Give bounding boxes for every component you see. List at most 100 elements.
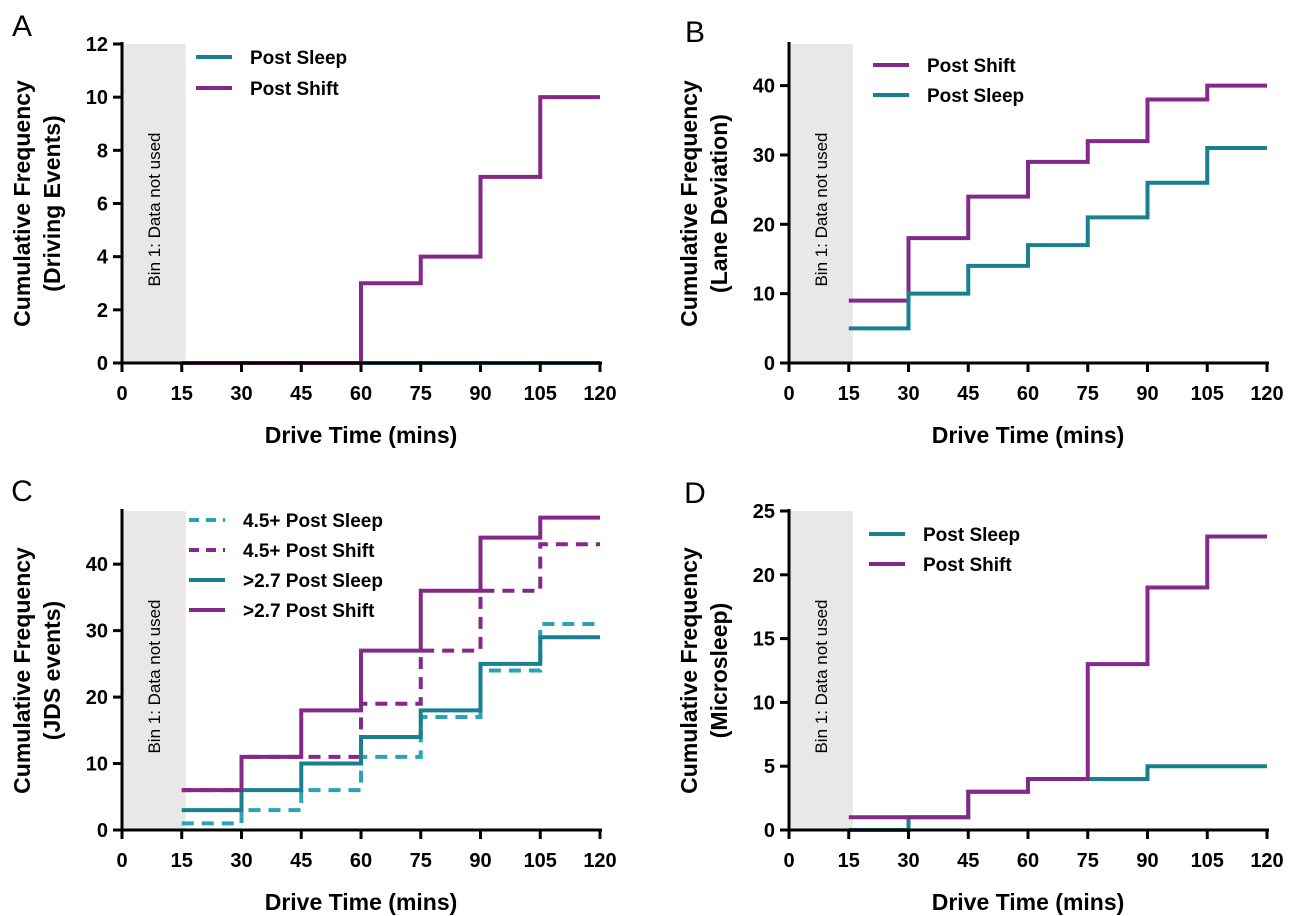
- panel-d-series-1-line: [848, 764, 1267, 832]
- panel-c: C Bin 1: Data not used 0 15 30 45 60 75 90 105 120…: [9, 475, 617, 915]
- panel-c-series-2-line: [181, 542, 600, 793]
- panel-d-x-tick-label: 75: [1077, 850, 1099, 872]
- panel-c-y-axis-title-line-2: (JDS events): [39, 601, 65, 740]
- panel-b-y-tick-label: 30: [753, 145, 775, 167]
- panel-b-x-tick-label: 75: [1077, 383, 1099, 405]
- panel-c-x-tick-label: 75: [410, 850, 432, 872]
- panel-c-y-axis-title-line-1: Cumulative Frequency: [9, 547, 35, 794]
- panel-c-y-tick-label: 40: [86, 554, 108, 576]
- panel-a-y-tick-label: 12: [86, 34, 108, 56]
- panel-c-series-1-line: [181, 621, 600, 826]
- panel-b-x-axis-title: Drive Time (mins): [932, 422, 1125, 448]
- panel-c-y-tick-label: 30: [86, 621, 108, 643]
- panel-b-x-tick-label: 45: [957, 383, 979, 405]
- panel-d-y-tick-label: 20: [753, 565, 775, 587]
- panel-c-legend-label: >2.7 Post Sleep: [243, 571, 383, 592]
- panel-c-x-tick-label: 30: [230, 850, 252, 872]
- panel-a-x-tick-label: 30: [230, 383, 252, 405]
- panel-d-x-tick-label: 60: [1017, 850, 1039, 872]
- panel-b-x-tick-label: 15: [838, 383, 860, 405]
- panel-c-series-4-line: [181, 515, 600, 793]
- panel-d-y-tick-label: 5: [764, 756, 775, 778]
- panel-d-x-tick-label: 0: [783, 850, 794, 872]
- panel-c-legend-label: 4.5+ Post Shift: [243, 541, 375, 562]
- panel-a-y-axis-title-line-1: Cumulative Frequency: [9, 80, 35, 327]
- panel-c-legend-label: 4.5+ Post Sleep: [243, 511, 383, 532]
- panel-c-unused-bin-shade: [122, 511, 186, 830]
- panel-b-x-tick-label: 90: [1136, 383, 1158, 405]
- panel-a-letter: A: [12, 10, 32, 43]
- panel-c-y-tick-label: 10: [86, 754, 108, 776]
- panel-d-x-tick-label: 120: [1250, 850, 1283, 872]
- panel-b-unused-bin-shade: [789, 44, 853, 363]
- panel-d-x-tick-label: 105: [1191, 850, 1224, 872]
- panel-b-y-tick-label: 10: [753, 284, 775, 306]
- panel-b-x-tick-label: 105: [1191, 383, 1224, 405]
- panel-b-unused-bin-label: Bin 1: Data not used: [812, 132, 831, 286]
- panel-a-x-tick-label: 120: [583, 383, 616, 405]
- panel-c-x-tick-label: 45: [290, 850, 312, 872]
- panel-c-y-tick-label: 20: [86, 687, 108, 709]
- panel-b-y-tick-label: 20: [753, 214, 775, 236]
- panel-a-x-tick-label: 45: [290, 383, 312, 405]
- panel-c-series-3-line: [181, 635, 600, 813]
- panel-b-y-tick-label: 40: [753, 76, 775, 98]
- panel-c-x-tick-label: 120: [583, 850, 616, 872]
- panel-a-legend: Post Sleep Post Shift: [196, 48, 347, 100]
- panel-a-x-tick-label: 15: [171, 383, 193, 405]
- panel-b-series-1-line: [848, 83, 1267, 303]
- panel-a-y-tick-label: 6: [97, 194, 108, 216]
- panel-a-x-tick-label: 105: [524, 383, 557, 405]
- panel-a-y-tick-label: 2: [97, 300, 108, 322]
- panel-d-y-tick-label: 0: [764, 820, 775, 842]
- panel-d-series-2-line: [848, 534, 1267, 820]
- panel-d-x-tick-label: 15: [838, 850, 860, 872]
- panel-a-x-axis-title: Drive Time (mins): [265, 422, 458, 448]
- panel-d-unused-bin-shade: [789, 511, 853, 830]
- panel-d-x-axis-title: Drive Time (mins): [932, 889, 1125, 915]
- panel-c-x-tick-label: 15: [171, 850, 193, 872]
- panel-d-legend-label: Post Sleep: [923, 525, 1020, 546]
- panel-d-y-tick-label: 15: [753, 629, 775, 651]
- panel-c-legend: 4.5+ Post Sleep 4.5+ Post Shift >2.7 Post …: [189, 511, 383, 622]
- panel-a-x-tick-label: 75: [410, 383, 432, 405]
- panel-b-x-tick-label: 30: [897, 383, 919, 405]
- panel-a-series-2-line: [181, 95, 600, 365]
- panel-d-y-axis-title-line-1: Cumulative Frequency: [676, 547, 702, 794]
- panel-d-y-tick-label: 10: [753, 692, 775, 714]
- panel-d-legend: Post Sleep Post Shift: [869, 525, 1020, 576]
- panel-d-y-tick-label: 25: [753, 501, 775, 523]
- panel-c-x-axis-title: Drive Time (mins): [265, 889, 458, 915]
- panel-a-x-tick-label: 90: [469, 383, 491, 405]
- panel-d-y-axis-title-line-2: (Microsleep): [706, 603, 732, 738]
- panel-a-y-tick-label: 0: [97, 353, 108, 375]
- panel-d-x-tick-label: 30: [897, 850, 919, 872]
- panel-b: B Bin 1: Data not used 0 15 30 45 60 75 90 105 120…: [676, 16, 1284, 448]
- panel-b-legend-label: Post Shift: [927, 56, 1016, 77]
- panel-a-unused-bin-shade: [122, 44, 186, 363]
- panel-b-y-tick-label: 0: [764, 353, 775, 375]
- panel-b-y-axis-title-line-1: Cumulative Frequency: [676, 80, 702, 327]
- panel-d-x-tick-label: 90: [1136, 850, 1158, 872]
- panel-a-legend-label: Post Sleep: [250, 48, 347, 69]
- panel-d-x-tick-label: 45: [957, 850, 979, 872]
- panel-d-legend-label: Post Shift: [923, 555, 1012, 576]
- panel-c-unused-bin-label: Bin 1: Data not used: [145, 599, 164, 753]
- panel-b-legend: Post Shift Post Sleep: [873, 56, 1024, 107]
- panel-b-y-axis-title-line-2: (Lane Deviation): [706, 114, 732, 293]
- panel-c-x-tick-label: 60: [350, 850, 372, 872]
- panel-b-x-tick-label: 60: [1017, 383, 1039, 405]
- panel-a-y-tick-label: 10: [86, 87, 108, 109]
- panel-c-x-tick-label: 90: [469, 850, 491, 872]
- panel-c-legend-label: >2.7 Post Shift: [243, 601, 375, 622]
- panel-b-legend-label: Post Sleep: [927, 86, 1024, 107]
- panel-a-y-axis-title-line-2: (Driving Events): [39, 115, 65, 291]
- panel-a-legend-label: Post Shift: [250, 79, 339, 100]
- panel-d-unused-bin-label: Bin 1: Data not used: [812, 599, 831, 753]
- panel-a-x-tick-label: 0: [116, 383, 127, 405]
- panel-a-y-tick-label: 4: [97, 247, 109, 269]
- panel-c-letter: C: [11, 475, 33, 508]
